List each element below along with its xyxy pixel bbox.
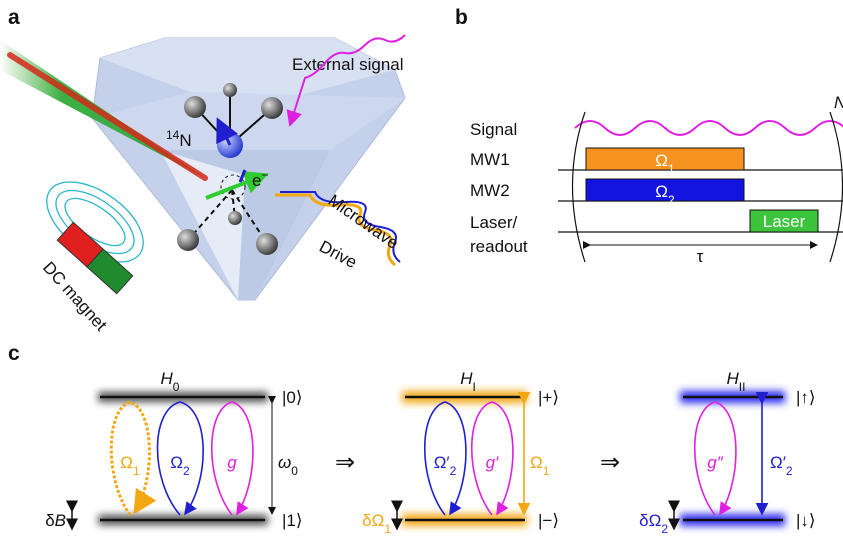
text-part: δ [45, 511, 54, 530]
state-label: |−⟩ [538, 511, 559, 530]
text-part: Ω [372, 511, 385, 530]
pulse-label: Laser [763, 212, 806, 231]
splitting-label: Ω1 [530, 453, 550, 478]
text-part: Ω [170, 453, 183, 472]
row-label: MW2 [470, 181, 510, 200]
splitting-label: ω0 [278, 453, 298, 478]
text-part: N [179, 131, 191, 150]
figure: a 14N e− External signal Microwave Drive… [0, 0, 843, 541]
text-part: − [261, 168, 268, 182]
hamiltonian-title: H0 [161, 369, 180, 394]
shape [177, 229, 199, 251]
state-label: |↓⟩ [796, 511, 816, 530]
text-part: H [460, 369, 473, 388]
text-part: δ [639, 511, 648, 530]
row-label: Signal [470, 120, 517, 139]
state-label: |+⟩ [538, 388, 559, 407]
text-part: Ω′ [434, 453, 450, 472]
text-part: δ [362, 511, 371, 530]
text-part: H [727, 369, 740, 388]
text-part: I [472, 380, 475, 394]
drive-label: g″ [707, 453, 723, 472]
row-label: MW1 [470, 150, 510, 169]
shape [830, 112, 843, 262]
text-part: Ω [120, 453, 133, 472]
shape [573, 112, 586, 262]
text-part: 2 [661, 522, 668, 536]
splitting-label: Ω′2 [770, 453, 793, 478]
shape [256, 233, 278, 255]
panel-label: c [8, 342, 20, 365]
text-part: 2 [450, 464, 457, 478]
text-part: 2 [183, 464, 190, 478]
shape [261, 97, 283, 119]
text-part: Ω [530, 453, 543, 472]
drive-label: Ω2 [170, 453, 190, 478]
noise-label: δΩ1 [362, 511, 391, 536]
state-label: |↑⟩ [796, 388, 816, 407]
text-part: 2 [786, 464, 793, 478]
text-part: 1 [543, 464, 550, 478]
text-part: H [161, 369, 174, 388]
text-part: B [55, 511, 66, 530]
text-part: 1 [668, 162, 675, 176]
text-part: 1 [384, 522, 391, 536]
shape [184, 96, 206, 118]
hamiltonian-title: HII [727, 369, 746, 394]
text-part: ω [278, 453, 291, 472]
noise-label: δΩ2 [639, 511, 668, 536]
text-part: 0 [291, 464, 298, 478]
state-label: |1⟩ [282, 511, 303, 530]
implies-arrow: ⇒ [335, 449, 355, 476]
noise-label: δB [45, 511, 66, 530]
panel-label: a [8, 6, 20, 29]
page: a 14N e− External signal Microwave Drive… [0, 0, 843, 541]
text-part: 0 [173, 380, 180, 394]
text-part: 14 [166, 128, 180, 142]
drive-label: g [227, 453, 237, 472]
drive-label: g′ [486, 453, 499, 472]
shape [228, 211, 242, 225]
implies-arrow: ⇒ [600, 449, 620, 476]
external-signal-label: External signal [292, 55, 404, 74]
text-part: 1 [133, 464, 140, 478]
text-part: Ω′ [770, 453, 786, 472]
text-part: II [739, 380, 746, 394]
state-label: |0⟩ [282, 388, 303, 407]
row-label: Laser/ [470, 213, 518, 232]
drive-label: Ω′2 [434, 453, 457, 478]
text-part: Ω [655, 151, 668, 170]
repeat-label: N [834, 93, 843, 112]
tau-label: τ [697, 247, 704, 266]
text-part: Ω [649, 511, 662, 530]
hamiltonian-title: HI [460, 369, 476, 394]
panel-label: b [455, 6, 468, 29]
text-part: e [252, 171, 261, 190]
text-part: 2 [668, 193, 675, 207]
drive-label: Ω1 [120, 453, 140, 478]
row-label: readout [470, 237, 528, 256]
drive-label: Drive [316, 237, 360, 272]
shape [223, 83, 237, 97]
signal-wave [575, 121, 843, 135]
text-part: Ω [655, 182, 668, 201]
